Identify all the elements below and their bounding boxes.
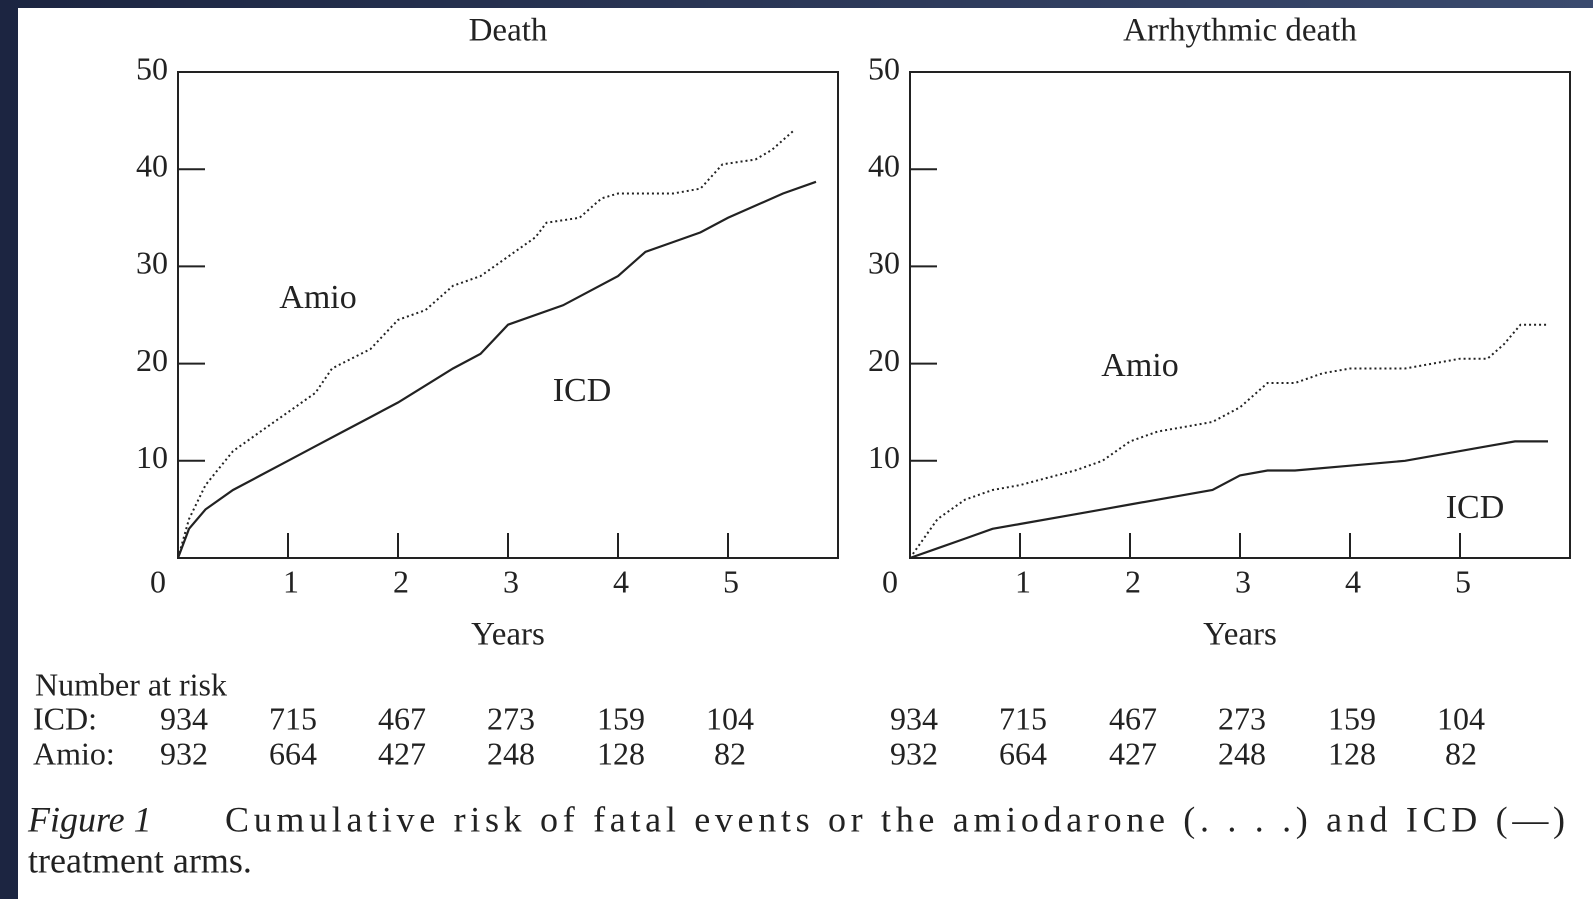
series-label: Amio xyxy=(279,279,356,316)
series-label: Amio xyxy=(1101,347,1178,384)
risk-count: 248 xyxy=(1218,735,1266,771)
y-tick-label: 10 xyxy=(868,439,900,475)
risk-count: 128 xyxy=(1328,735,1376,771)
chart-title: Arrhythmic death xyxy=(1123,13,1357,49)
x-tick-label: 1 xyxy=(1015,563,1031,599)
y-tick-label: 10 xyxy=(136,439,168,475)
x-tick-label: 2 xyxy=(393,563,409,599)
chart-title: Death xyxy=(469,13,548,49)
risk-count: 104 xyxy=(1437,700,1485,736)
x-tick-label: 4 xyxy=(613,563,629,599)
x-tick-label: 0 xyxy=(882,563,898,599)
y-tick-label: 40 xyxy=(136,148,168,184)
series-label: ICD xyxy=(553,372,612,409)
x-tick-label: 3 xyxy=(1235,563,1251,599)
y-tick-label: 40 xyxy=(868,148,900,184)
risk-row-label: Amio: xyxy=(33,735,115,771)
caption-line: treatment arms. xyxy=(28,840,252,880)
risk-count: 664 xyxy=(999,735,1047,771)
risk-count: 932 xyxy=(160,735,208,771)
risk-count: 715 xyxy=(999,700,1047,736)
risk-count: 104 xyxy=(706,700,754,736)
risk-count: 273 xyxy=(487,700,535,736)
risk-count: 159 xyxy=(1328,700,1376,736)
caption-line: Cumulative risk of fatal events or the a… xyxy=(225,799,1565,839)
risk-count: 82 xyxy=(714,735,746,771)
series-line xyxy=(176,180,817,559)
risk-count: 427 xyxy=(378,735,426,771)
risk-count: 467 xyxy=(378,700,426,736)
x-axis-label: Years xyxy=(471,617,545,653)
risk-count: 934 xyxy=(890,700,938,736)
risk-count: 128 xyxy=(597,735,645,771)
y-tick-label: 20 xyxy=(868,342,900,378)
y-tick-label: 30 xyxy=(868,245,900,281)
caption-label: Figure 1 xyxy=(27,799,152,839)
x-tick-label: 5 xyxy=(723,563,739,599)
x-tick-label: 4 xyxy=(1345,563,1361,599)
series-line xyxy=(909,440,1548,560)
paper xyxy=(18,8,1593,899)
risk-count: 427 xyxy=(1109,735,1157,771)
risk-count: 934 xyxy=(160,700,208,736)
series-line xyxy=(177,129,795,559)
x-tick-label: 5 xyxy=(1455,563,1471,599)
series-line xyxy=(909,323,1548,559)
risk-count: 715 xyxy=(269,700,317,736)
y-tick-label: 50 xyxy=(868,50,900,86)
series-label: ICD xyxy=(1446,489,1505,526)
risk-count: 664 xyxy=(269,735,317,771)
x-tick-label: 3 xyxy=(503,563,519,599)
risk-title: Number at risk xyxy=(35,666,227,702)
y-tick-label: 20 xyxy=(136,342,168,378)
risk-row-label: ICD: xyxy=(33,700,97,736)
risk-count: 932 xyxy=(890,735,938,771)
x-axis-label: Years xyxy=(1203,617,1277,653)
x-tick-label: 1 xyxy=(283,563,299,599)
risk-count: 248 xyxy=(487,735,535,771)
risk-count: 82 xyxy=(1445,735,1477,771)
x-tick-label: 0 xyxy=(150,563,166,599)
risk-count: 159 xyxy=(597,700,645,736)
y-tick-label: 30 xyxy=(136,245,168,281)
y-tick-label: 50 xyxy=(136,50,168,86)
x-tick-label: 2 xyxy=(1125,563,1141,599)
risk-count: 273 xyxy=(1218,700,1266,736)
risk-count: 467 xyxy=(1109,700,1157,736)
